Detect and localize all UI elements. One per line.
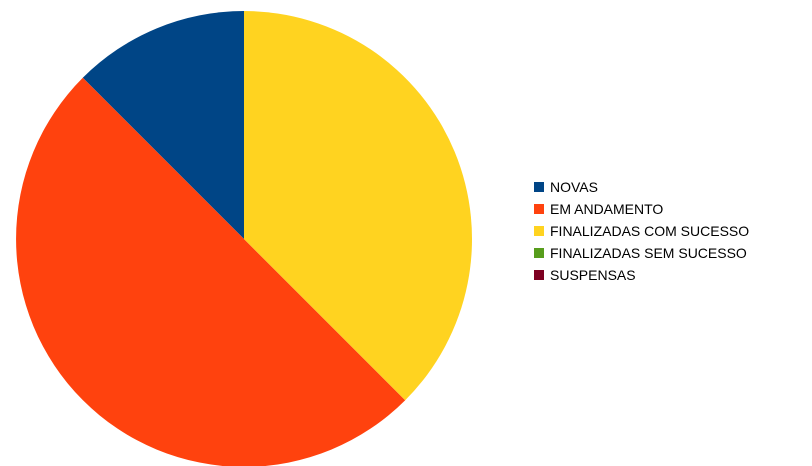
- pie-slice-novas: [82, 11, 244, 239]
- legend-label: FINALIZADAS SEM SUCESSO: [550, 245, 747, 261]
- legend-swatch: [534, 248, 544, 258]
- legend-swatch: [534, 270, 544, 280]
- legend-label: SUSPENSAS: [550, 267, 636, 283]
- legend: NOVAS EM ANDAMENTO FINALIZADAS COM SUCESSO…: [534, 176, 749, 286]
- pie-slice-em-andamento: [16, 77, 406, 466]
- legend-swatch: [534, 226, 544, 236]
- legend-item: NOVAS: [534, 176, 749, 198]
- legend-item: EM ANDAMENTO: [534, 198, 749, 220]
- legend-swatch: [534, 204, 544, 214]
- legend-label: NOVAS: [550, 179, 598, 195]
- legend-item: SUSPENSAS: [534, 264, 749, 286]
- legend-item: FINALIZADAS COM SUCESSO: [534, 220, 749, 242]
- legend-swatch: [534, 182, 544, 192]
- legend-label: FINALIZADAS COM SUCESSO: [550, 223, 750, 239]
- legend-item: FINALIZADAS SEM SUCESSO: [534, 242, 749, 264]
- legend-label: EM ANDAMENTO: [550, 201, 664, 217]
- pie-slice-finalizadas-com-sucesso: [244, 11, 472, 401]
